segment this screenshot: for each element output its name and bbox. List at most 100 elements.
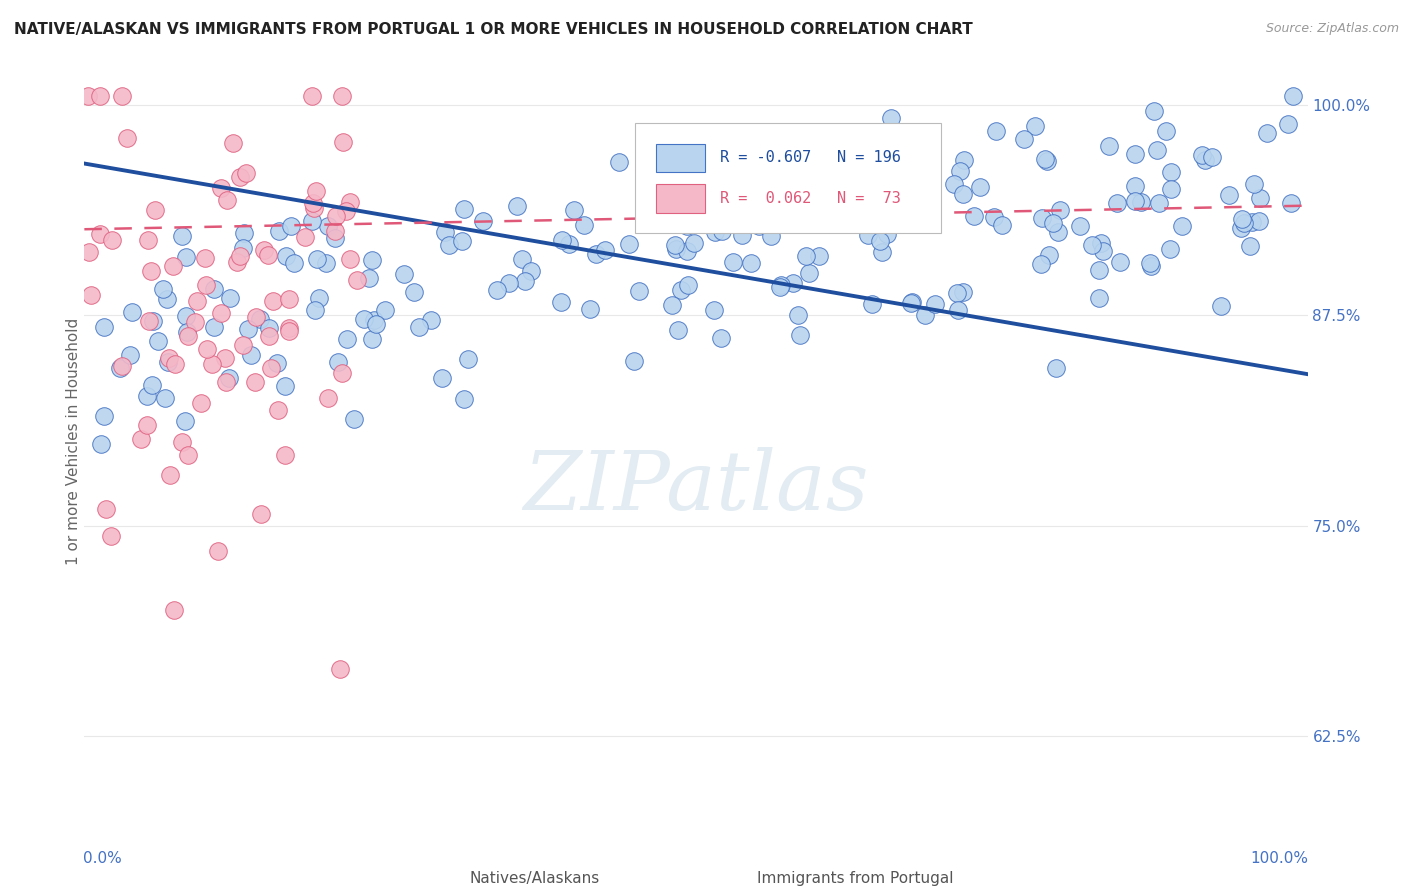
Point xyxy=(1108,255,1130,269)
Point xyxy=(969,180,991,194)
Point xyxy=(209,181,232,195)
Point xyxy=(453,202,475,216)
Point xyxy=(229,169,252,184)
Point xyxy=(301,214,323,228)
Point xyxy=(991,219,1014,233)
Point xyxy=(136,418,159,433)
Point xyxy=(1045,361,1067,376)
Point xyxy=(666,323,689,337)
Point xyxy=(1042,216,1064,230)
Point xyxy=(703,302,725,317)
Point xyxy=(1105,196,1128,211)
Point xyxy=(301,196,323,211)
Point xyxy=(433,225,456,239)
Point xyxy=(593,244,616,258)
Point xyxy=(860,297,883,311)
Point xyxy=(363,312,385,326)
Point xyxy=(294,230,316,244)
Point xyxy=(669,283,692,297)
Point xyxy=(1277,116,1299,130)
FancyBboxPatch shape xyxy=(655,184,704,212)
Point xyxy=(924,297,946,311)
Point xyxy=(782,276,804,290)
Point xyxy=(138,233,160,247)
Point xyxy=(710,224,733,238)
Point xyxy=(721,255,744,269)
Point xyxy=(142,314,165,328)
Point xyxy=(1218,187,1240,202)
Point xyxy=(139,264,162,278)
Point xyxy=(1194,153,1216,168)
Point xyxy=(457,351,479,366)
Point xyxy=(770,278,793,293)
Point xyxy=(186,293,208,308)
Point xyxy=(89,89,111,103)
Point xyxy=(1012,132,1035,146)
Point xyxy=(115,130,138,145)
Point xyxy=(93,320,115,334)
Point xyxy=(100,529,122,543)
Point xyxy=(278,324,301,338)
Point xyxy=(222,136,245,150)
Point xyxy=(471,214,494,228)
Point xyxy=(1201,150,1223,164)
Point xyxy=(156,355,179,369)
Point xyxy=(1098,139,1121,153)
Point xyxy=(723,178,745,193)
Text: N =  73: N = 73 xyxy=(837,191,900,206)
Point xyxy=(174,309,197,323)
Point xyxy=(1171,219,1194,233)
Point xyxy=(215,376,238,390)
Point xyxy=(118,348,141,362)
Point xyxy=(146,334,169,348)
Point xyxy=(326,354,349,368)
Point xyxy=(664,238,686,252)
Point xyxy=(748,219,770,233)
Point xyxy=(202,282,225,296)
Point xyxy=(315,256,337,270)
Point xyxy=(318,391,340,405)
Point xyxy=(775,133,797,147)
Point xyxy=(316,219,339,233)
Point xyxy=(283,255,305,269)
Point xyxy=(1088,263,1111,277)
Point xyxy=(202,320,225,334)
Point xyxy=(498,277,520,291)
Point xyxy=(900,296,922,310)
Point xyxy=(515,275,537,289)
Point xyxy=(156,293,179,307)
Point xyxy=(804,193,827,207)
Point xyxy=(235,165,257,179)
Point xyxy=(880,111,903,125)
FancyBboxPatch shape xyxy=(714,870,745,887)
Point xyxy=(267,403,290,417)
Point xyxy=(177,448,200,462)
Point xyxy=(1033,153,1056,167)
Point xyxy=(323,231,346,245)
Point xyxy=(77,244,100,259)
Point xyxy=(451,234,474,248)
Point xyxy=(778,168,800,182)
Point xyxy=(734,188,756,202)
Point xyxy=(676,219,699,233)
Point xyxy=(876,227,898,241)
Point xyxy=(510,252,533,267)
Point xyxy=(607,155,630,169)
Point xyxy=(215,194,238,208)
Point xyxy=(1139,255,1161,269)
Point xyxy=(1243,177,1265,191)
Point xyxy=(704,225,727,239)
Point xyxy=(768,129,790,144)
Point xyxy=(229,250,252,264)
Point xyxy=(323,224,346,238)
Point xyxy=(740,256,762,270)
Point xyxy=(232,241,254,255)
Point xyxy=(578,301,600,316)
Point xyxy=(769,280,792,294)
Point xyxy=(786,308,808,322)
Point xyxy=(80,288,103,302)
Point xyxy=(1029,257,1052,271)
Point xyxy=(176,325,198,339)
Point xyxy=(301,89,323,103)
Point xyxy=(339,252,361,267)
